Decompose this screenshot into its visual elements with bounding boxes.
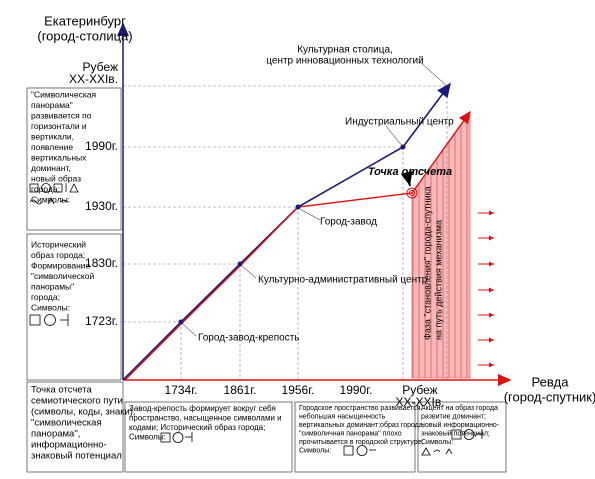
left-box-text: Символы: bbox=[31, 302, 70, 312]
symbols bbox=[29, 183, 483, 456]
start-point-label: Точка отсчета bbox=[368, 166, 452, 178]
left-box-text: "символической bbox=[31, 271, 94, 281]
left-box-text: вертикали, bbox=[31, 131, 74, 141]
left-box-text: "Символическая bbox=[31, 89, 96, 99]
left-box-text: панорама" bbox=[31, 100, 73, 110]
bottom-box-text: Городское пространство развивается, bbox=[299, 405, 423, 412]
left-box bbox=[26, 87, 122, 231]
bottom-box-text: знаковый потенциал bbox=[31, 451, 122, 462]
left-box-text: Исторический bbox=[31, 239, 86, 249]
bottom-box-text: Символы: bbox=[299, 447, 331, 454]
left-box-text: доминант, bbox=[31, 163, 71, 173]
satellite-title: (город-спутник) bbox=[504, 389, 595, 404]
bottom-box-text: "символичная панорама" плохо bbox=[299, 430, 402, 437]
bottom-box-text: кодами; Исторический образ города; bbox=[129, 423, 265, 432]
bottom-box-text: Акцент на образ города bbox=[421, 404, 498, 412]
bottom-box-text: новый информационно- bbox=[421, 421, 500, 429]
phase-label: Фаза "становления" города-спутника bbox=[422, 186, 432, 340]
x-axis-label: 1990г. bbox=[340, 383, 373, 397]
left-box-text: появление bbox=[31, 142, 73, 152]
bottom-box-text: (символы, коды, знаки), bbox=[31, 407, 136, 418]
bottom-box-text: вертикальных доминант;образ города, bbox=[299, 421, 425, 429]
line-label: Культурная столица, bbox=[297, 45, 393, 56]
bottom-box bbox=[417, 401, 507, 473]
bottom-box-text: информационно- bbox=[31, 440, 107, 451]
bottom-box bbox=[26, 381, 124, 473]
line-label: Город-завод-крепость bbox=[198, 333, 300, 344]
capital-title: (город-столица) bbox=[37, 28, 132, 43]
bottom-box-text: Завод-крепость формирует вокруг себя bbox=[129, 404, 276, 413]
left-box-text: Символы: bbox=[31, 194, 70, 204]
line-label: Индустриальный центр bbox=[345, 117, 454, 128]
bottom-box-text: "символическая bbox=[31, 418, 102, 429]
left-box-text: панорамы" bbox=[31, 281, 74, 291]
x-axis-label: Рубеж bbox=[402, 383, 437, 397]
capital-title: Екатеринбург bbox=[44, 13, 126, 28]
capital-line bbox=[122, 82, 451, 381]
left-box-text: Формирование bbox=[31, 260, 91, 270]
satellite-title: Ревда bbox=[532, 374, 570, 389]
y-axis-label: 1990г. bbox=[85, 139, 118, 153]
bottom-box-text: Символы: bbox=[421, 439, 453, 446]
line-label: Город-завод bbox=[320, 217, 377, 228]
y-axis-label: Рубеж bbox=[83, 60, 118, 74]
line-label: Культурно-административный центр bbox=[258, 275, 428, 286]
x-axis-label: 1956г. bbox=[282, 383, 315, 397]
left-box-text: города; bbox=[31, 184, 60, 194]
y-axis-label: 1723г. bbox=[85, 314, 118, 328]
x-axis-label: 1861г. bbox=[224, 383, 257, 397]
satellite-line bbox=[124, 110, 471, 381]
left-box-text: новый образ bbox=[31, 173, 81, 183]
left-box-text: образ города; bbox=[31, 250, 85, 260]
left-box-text: города; bbox=[31, 292, 60, 302]
y-axis-label: 1930г. bbox=[85, 199, 118, 213]
left-box bbox=[26, 233, 122, 381]
bottom-box-text: небольшая насыщенность bbox=[299, 412, 386, 420]
bottom-box bbox=[124, 401, 293, 473]
line-label: центр инновационных технологий bbox=[266, 56, 423, 67]
bottom-box-text: развитие доминант; bbox=[421, 413, 486, 420]
left-box-text: вертикальных bbox=[31, 152, 87, 162]
bottom-box-text: Точка отсчета bbox=[31, 385, 92, 396]
bottom-box-text: панорама", bbox=[31, 429, 80, 440]
left-box-text: горизонтали и bbox=[31, 121, 87, 131]
bottom-box-text: прочитывается в городской структуре; bbox=[299, 438, 423, 446]
phase-label: на путь действия механизма bbox=[433, 220, 443, 340]
left-box-text: развивается по bbox=[31, 110, 92, 120]
bottom-box-text: семиотического пути bbox=[31, 396, 123, 407]
bottom-box-text: знаковый потенциал; bbox=[421, 429, 490, 437]
x-axis-label: 1734г. bbox=[165, 383, 198, 397]
bottom-box-text: пространство, насыщенное символами и bbox=[129, 414, 282, 423]
x-axis-label: XX-XXIв. bbox=[395, 395, 444, 409]
y-axis-label: 1830г. bbox=[85, 256, 118, 270]
layout bbox=[26, 22, 512, 473]
bottom-box bbox=[294, 401, 416, 473]
bottom-box-text: Символы: bbox=[129, 433, 166, 442]
y-axis-label: XX-XXIв. bbox=[69, 72, 118, 86]
